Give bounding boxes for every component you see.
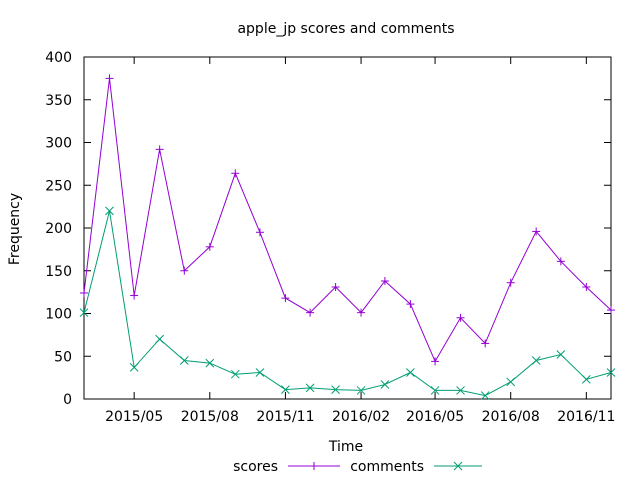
comments-line: [83, 210, 612, 397]
y-tick-label: 350: [45, 93, 72, 109]
comments-point: [205, 358, 215, 368]
comments-point: [380, 380, 390, 389]
scores-point: [331, 282, 340, 291]
scores-point: [306, 308, 315, 317]
comments-point: [531, 356, 541, 365]
legend: scores comments: [233, 459, 482, 475]
scores-point: [582, 282, 591, 291]
comments-point: [456, 386, 465, 395]
scores-point: [406, 300, 415, 309]
series-scores: [80, 74, 615, 366]
legend-entry-scores: scores: [233, 459, 340, 475]
scores-point: [155, 145, 164, 154]
x-tick-label: 2015/11: [256, 409, 314, 425]
x-axis-label: Time: [328, 439, 363, 455]
scores-point: [105, 74, 114, 83]
comments-point: [230, 369, 240, 379]
y-tick-label: 150: [45, 264, 72, 280]
comments-point: [79, 308, 89, 317]
comments-point: [606, 368, 616, 377]
comments-point: [581, 374, 591, 384]
scores-point: [255, 228, 264, 237]
comments-point: [155, 334, 164, 344]
x-tick-label: 2016/11: [557, 409, 615, 425]
comments-point: [255, 368, 265, 377]
comments-point: [105, 206, 114, 216]
comments-point: [281, 385, 290, 394]
y-axis-label: Frequency: [7, 193, 23, 265]
scores-point: [180, 266, 189, 275]
legend-marker: [310, 462, 318, 470]
y-tick-label: 400: [45, 50, 72, 66]
series-comments: [79, 206, 616, 400]
legend-entry-comments: comments: [350, 459, 482, 475]
comments-point: [179, 356, 189, 365]
scores-point: [506, 278, 515, 287]
x-tick-label: 2016/05: [406, 409, 464, 425]
x-tick-label: 2015/05: [105, 409, 163, 425]
y-tick-label: 200: [45, 221, 72, 237]
scores-point: [130, 291, 139, 300]
scores-point: [357, 308, 366, 317]
scores-point: [380, 277, 389, 286]
comments-point: [356, 386, 366, 395]
x-axis-ticks: 2015/05 2015/08 2015/11 2016/02 2016/05 2016/…: [105, 57, 615, 425]
y-tick-label: 0: [63, 392, 72, 408]
scores-point: [281, 294, 290, 303]
plot-frame: [83, 56, 612, 400]
series-layer: [79, 74, 616, 400]
y-axis-ticks: 0 50 100 150 200 250 300 350 400: [45, 50, 611, 408]
scores-point: [607, 306, 615, 315]
scores-point: [231, 169, 240, 178]
comments-point: [305, 383, 315, 393]
scores-point: [532, 227, 541, 236]
scores-point: [431, 357, 440, 366]
scores-point: [456, 313, 465, 322]
scores-point: [80, 288, 88, 297]
legend-label: comments: [350, 459, 424, 475]
scores-point: [205, 242, 214, 251]
comments-point: [480, 391, 490, 400]
chart-title: apple_jp scores and comments: [237, 21, 454, 37]
comments-point: [506, 377, 516, 387]
y-tick-label: 100: [45, 307, 72, 323]
comments-point: [129, 363, 139, 372]
x-tick-label: 2016/02: [332, 409, 390, 425]
x-tick-label: 2015/08: [181, 409, 239, 425]
y-tick-label: 300: [45, 136, 72, 152]
x-tick-label: 2016/08: [482, 409, 540, 425]
y-tick-label: 50: [54, 349, 72, 365]
comments-point: [331, 385, 340, 394]
scores-line: [83, 78, 612, 363]
comments-point: [406, 368, 415, 377]
scores-point: [556, 257, 565, 266]
scores-point: [481, 339, 490, 348]
comments-point: [430, 386, 440, 395]
comments-point: [556, 350, 566, 359]
y-tick-label: 250: [45, 178, 72, 194]
legend-marker: [453, 461, 463, 471]
legend-label: scores: [233, 459, 278, 475]
